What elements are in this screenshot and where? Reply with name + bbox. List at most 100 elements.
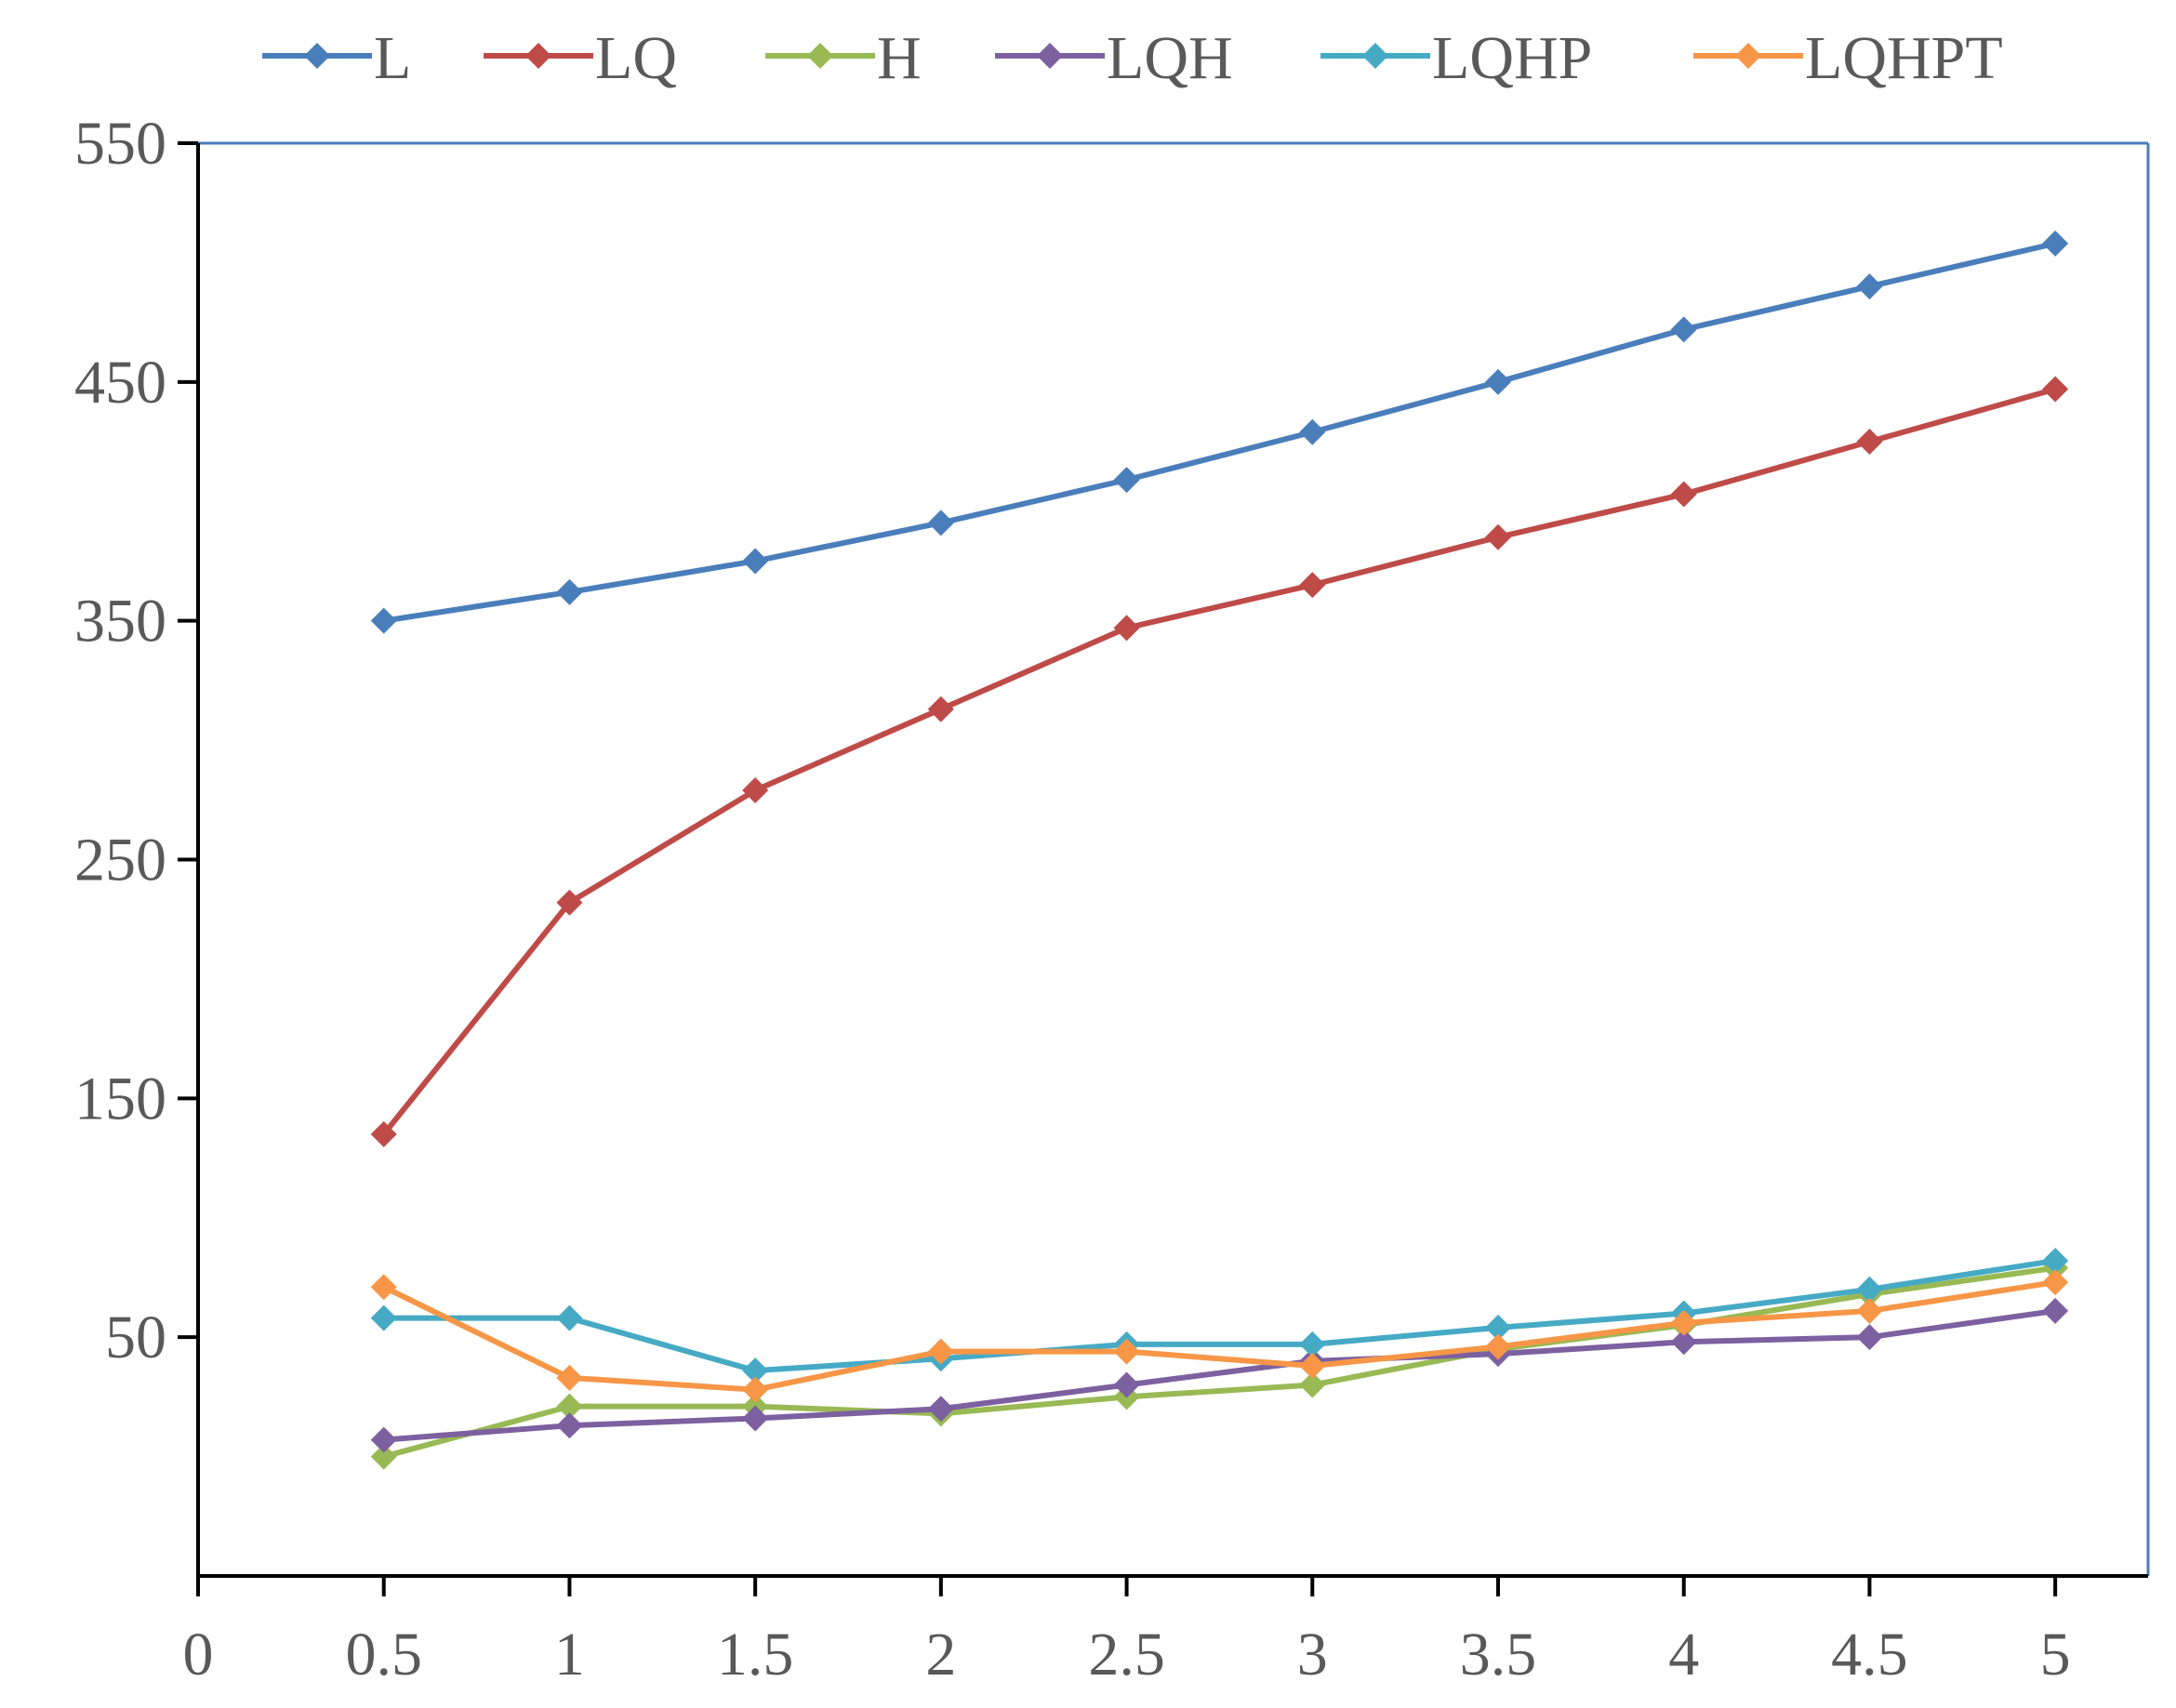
legend-label-lqh: LQH <box>1107 24 1233 92</box>
series-line-lqhp <box>383 1258 2056 1374</box>
legend-marker-lqhp <box>1362 43 1388 69</box>
data-point-h <box>370 1443 397 1470</box>
legend-item-lqhpt: LQHPT <box>1693 24 2003 92</box>
data-point-lqh <box>927 1396 954 1423</box>
data-point-l <box>742 548 769 575</box>
data-point-lqhpt <box>370 1274 397 1301</box>
y-tick-label: 250 <box>74 827 166 894</box>
legend-item-h: H <box>765 24 922 92</box>
series-line-lqhpt <box>382 1279 2056 1393</box>
x-tick-label: 0.5 <box>345 1621 422 1688</box>
series-lq <box>370 376 2069 1147</box>
data-point-lq <box>1485 523 1511 550</box>
series-lqhpt <box>370 1269 2069 1403</box>
legend-label-lqhpt: LQHPT <box>1805 24 2003 92</box>
series-l <box>370 230 2069 634</box>
series-lqhp <box>370 1247 2069 1384</box>
legend: L LQ H LQH LQHP LQHPT <box>262 24 2003 92</box>
data-point-lq <box>1299 572 1326 599</box>
legend-label-lqhp: LQHP <box>1432 24 1592 92</box>
series-line-h <box>382 1264 2056 1460</box>
data-point-l <box>2042 230 2069 257</box>
data-point-l <box>1299 418 1326 445</box>
data-point-lqhpt <box>1113 1338 1140 1365</box>
data-point-l <box>1485 368 1511 395</box>
data-point-lq <box>556 889 583 916</box>
series-line-l <box>383 240 2056 624</box>
legend-item-lqhp: LQHP <box>1320 24 1592 92</box>
legend-label-lq: LQ <box>595 24 677 92</box>
data-point-lqh <box>1856 1324 1883 1351</box>
legend-item-l: L <box>262 24 411 92</box>
y-tick-label: 50 <box>105 1304 166 1371</box>
data-point-lqhp <box>1299 1331 1326 1357</box>
legend-label-h: H <box>877 24 922 92</box>
x-tick-label: 4.5 <box>1831 1621 1908 1688</box>
data-point-l <box>1670 316 1697 343</box>
data-point-lq <box>1113 615 1140 642</box>
legend-label-l: L <box>374 24 411 92</box>
y-tick-label: 150 <box>74 1065 166 1132</box>
data-point-lqh <box>370 1426 397 1453</box>
data-point-lq <box>370 1120 397 1147</box>
x-tick-label: 3 <box>1297 1621 1328 1688</box>
data-point-h <box>1299 1371 1326 1398</box>
legend-marker-lqh <box>1037 43 1063 69</box>
data-point-lqhp <box>1485 1314 1511 1341</box>
x-tick-label: 3.5 <box>1460 1621 1537 1688</box>
data-point-lqh <box>742 1405 769 1432</box>
data-point-lqhpt <box>1299 1352 1326 1379</box>
data-point-l <box>1113 467 1140 494</box>
x-tick-label: 0 <box>183 1621 214 1688</box>
series-group <box>370 230 2069 1470</box>
data-point-lq <box>2042 376 2069 403</box>
data-point-lqhpt <box>2042 1269 2069 1296</box>
series-line-lq <box>381 386 2056 1136</box>
y-tick-label: 550 <box>74 110 166 178</box>
x-tick-label: 1.5 <box>717 1621 794 1688</box>
data-point-l <box>1856 273 1883 300</box>
data-point-h <box>556 1393 583 1420</box>
x-tick-label: 5 <box>2040 1621 2071 1688</box>
legend-item-lq: LQ <box>484 24 677 92</box>
legend-marker-lq <box>525 43 551 69</box>
data-point-l <box>556 578 583 605</box>
series-lqh <box>370 1297 2069 1453</box>
data-point-lqhp <box>1856 1276 1883 1303</box>
y-tick-label: 450 <box>74 349 166 417</box>
legend-item-lqh: LQH <box>995 24 1233 92</box>
y-tick-label: 350 <box>74 588 166 655</box>
legend-marker-h <box>807 43 833 69</box>
data-point-lq <box>1670 481 1697 508</box>
data-point-lqh <box>1113 1371 1140 1398</box>
axes: 50 150 250 350 450 550 0 0.5 1 1.5 2 2.5 3 3.5 4 4.5 5 <box>74 110 2150 1688</box>
data-point-lq <box>742 777 769 804</box>
x-tick-label: 1 <box>554 1621 585 1688</box>
series-line-lqh <box>383 1307 2056 1443</box>
series-h <box>370 1254 2069 1470</box>
data-point-lqhpt <box>1670 1309 1697 1336</box>
data-point-lq <box>1856 429 1883 456</box>
data-point-lq <box>927 695 954 722</box>
data-point-lqhpt <box>1856 1297 1883 1324</box>
data-point-lqhpt <box>1485 1333 1511 1360</box>
x-tick-label: 2.5 <box>1088 1621 1165 1688</box>
data-point-lqh <box>556 1412 583 1439</box>
data-point-l <box>370 607 397 634</box>
data-point-lqhp <box>370 1304 397 1331</box>
data-point-l <box>927 510 954 536</box>
x-tick-label: 4 <box>1668 1621 1699 1688</box>
legend-marker-lqhpt <box>1735 43 1761 69</box>
data-point-lqhp <box>556 1304 583 1331</box>
data-point-lqhpt <box>556 1364 583 1391</box>
legend-marker-l <box>304 43 330 69</box>
data-point-lqh <box>2042 1297 2069 1324</box>
data-point-lqh <box>1670 1329 1697 1356</box>
data-point-lqhp <box>742 1357 769 1384</box>
data-point-lqhpt <box>927 1338 954 1365</box>
data-point-lqhpt <box>742 1376 769 1403</box>
x-tick-label: 2 <box>925 1621 956 1688</box>
data-point-lqhp <box>2042 1247 2069 1274</box>
